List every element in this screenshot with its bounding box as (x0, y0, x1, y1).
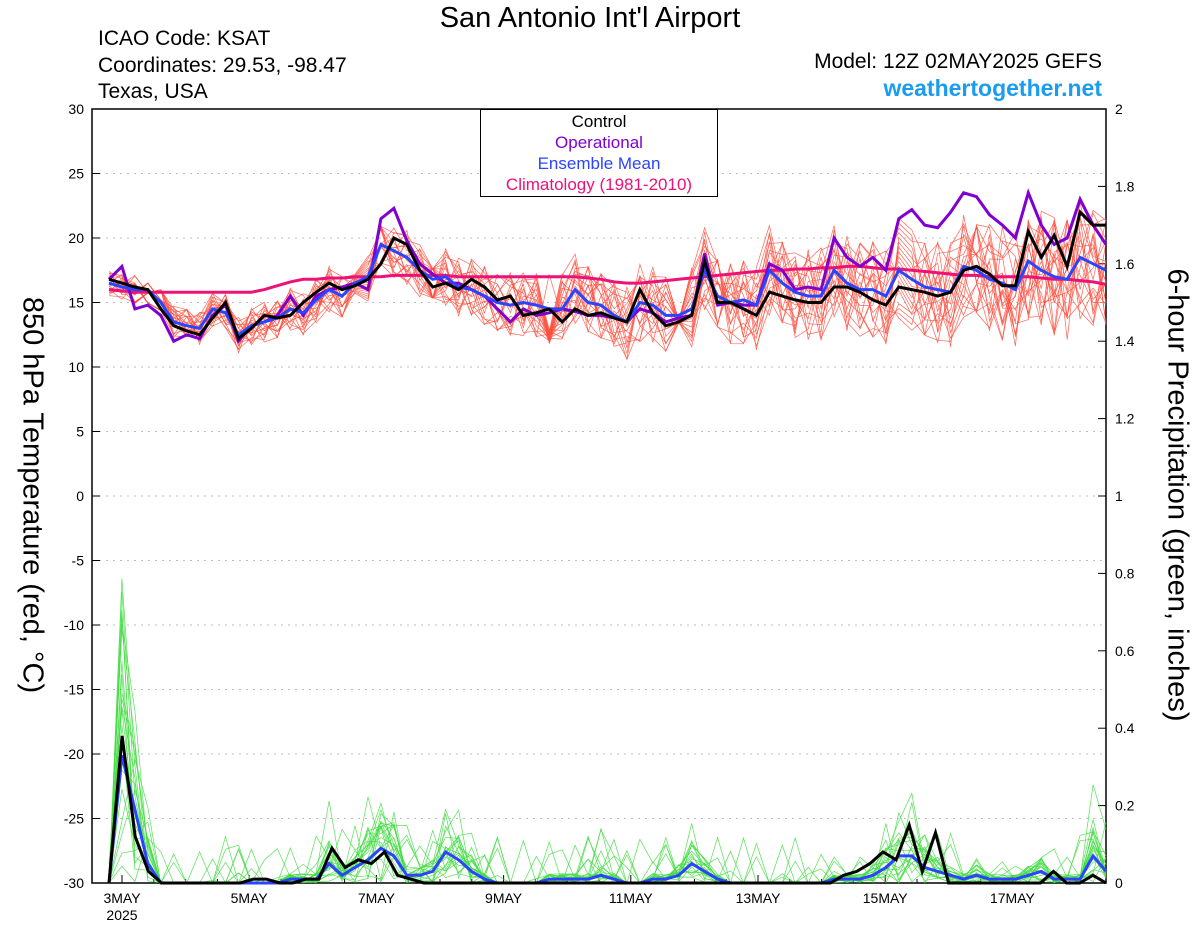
temp-member-line (108, 227, 1107, 345)
legend-entry-control: Control (571, 112, 627, 131)
x-tick-label: 11MAY (609, 890, 653, 906)
control-temp-line (108, 209, 1106, 342)
temp-member-line (108, 216, 1107, 347)
y-left-tick-label: -25 (64, 811, 84, 827)
precip-member-line (108, 661, 1107, 884)
x-tick-label: 17MAY (990, 890, 1036, 906)
y-left-tick-label: -5 (72, 553, 85, 569)
temp-member-line (108, 225, 1107, 344)
y-right-tick-label: 0.2 (1115, 798, 1135, 814)
legend-entry-operational: Operational (555, 133, 643, 152)
region-label: Texas, USA (98, 80, 208, 103)
x-tick-label: 3MAY (103, 890, 141, 906)
y-right-tick-label: 1.8 (1115, 178, 1135, 194)
x-tick-label: 15MAY (863, 890, 909, 906)
y-left-tick-label: 10 (68, 359, 84, 375)
precip-member-line (108, 759, 1107, 885)
y-left-tick-label: -20 (64, 746, 84, 762)
ensemble-members (108, 203, 1107, 885)
y-right-tick-label: 1.6 (1115, 256, 1135, 272)
y-right-tick-label: 1 (1115, 488, 1123, 504)
temp-member-line (108, 203, 1107, 350)
x-tick-label: 5MAY (231, 890, 269, 906)
y-left-tick-label: 25 (68, 166, 84, 182)
temp-member-line (108, 209, 1107, 347)
precip-member-line (108, 788, 1107, 884)
x-tick-year: 2025 (106, 907, 137, 923)
y-left-tick-label: 30 (68, 101, 84, 117)
y-right-tick-label: 0 (1115, 875, 1123, 891)
x-tick-label: 9MAY (485, 890, 523, 906)
y-left-tick-label: 5 (76, 424, 84, 440)
y-left-tick-label: 20 (68, 230, 84, 246)
precip-member-line (108, 578, 1107, 885)
precip-member-line (108, 706, 1107, 884)
precip-member-line (108, 623, 1107, 884)
ensemble-mean-precip-line (107, 754, 1108, 885)
legend-entry-climatology: Climatology (1981-2010) (505, 175, 693, 194)
control-precip-line (107, 735, 1107, 885)
model-run-label: Model: 12Z 02MAY2025 GEFS (814, 50, 1102, 73)
y-right-tick-label: 0.8 (1115, 565, 1135, 581)
temp-member-line (108, 220, 1107, 352)
y-left-tick-label: 0 (76, 488, 84, 504)
y-left-tick-label: -10 (64, 617, 84, 633)
chart-title: San Antonio Int'l Airport (439, 2, 741, 34)
y-right-tick-label: 0.6 (1115, 643, 1135, 659)
legend-entry-ensemble-mean: Ensemble Mean (537, 154, 661, 173)
coordinates-label: Coordinates: 29.53, -98.47 (98, 54, 347, 77)
website-link[interactable]: weathertogether.net (883, 75, 1102, 101)
y-right-tick-label: 0.4 (1115, 720, 1135, 736)
y-right-tick-label: 1.2 (1115, 411, 1135, 427)
y-left-tick-label: -15 (64, 682, 84, 698)
x-tick-label: 13MAY (736, 890, 782, 906)
y-right-tick-label: 2 (1115, 101, 1123, 117)
precip-member-line (108, 591, 1107, 884)
climatology-line (108, 264, 1107, 294)
precip-member-line (108, 629, 1107, 884)
precip-member-line (108, 789, 1107, 884)
x-tick-label: 7MAY (358, 890, 396, 906)
y-right-tick-label: 1.4 (1115, 333, 1135, 349)
y-left-tick-label: 15 (68, 295, 84, 311)
precip-member-line (108, 709, 1107, 884)
legend: Control Operational Ensemble Mean Climat… (480, 109, 718, 197)
y-left-tick-label: -30 (64, 875, 84, 891)
icao-code-label: ICAO Code: KSAT (98, 27, 271, 50)
precip-member-line (108, 738, 1107, 884)
